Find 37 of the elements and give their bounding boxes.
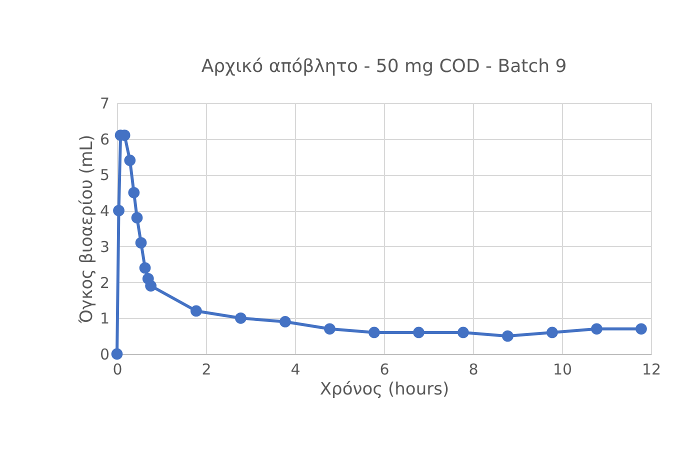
point — [324, 323, 336, 335]
point — [145, 280, 157, 292]
point — [128, 186, 140, 198]
point — [131, 212, 143, 224]
y-tick-label: 3 — [100, 238, 110, 256]
point — [413, 326, 424, 338]
y-tick-label: 0 — [100, 346, 110, 364]
x-axis-title: Χρόνος (hours) — [320, 380, 450, 400]
y-tick-label: 2 — [100, 274, 110, 292]
x-tick-label: 12 — [642, 360, 662, 378]
point — [124, 154, 136, 166]
y-tick-label: 5 — [100, 166, 110, 184]
y-tick-label: 6 — [100, 130, 110, 148]
point — [135, 237, 147, 249]
y-tick-label: 7 — [100, 94, 110, 112]
y-axis-title: Όγκος βιοαερίου (mL) — [76, 134, 97, 324]
point — [235, 312, 246, 324]
point — [546, 326, 558, 338]
x-tick-label: 8 — [468, 360, 478, 378]
y-tick-label: 4 — [100, 202, 110, 220]
x-tick-label: 0 — [112, 360, 122, 378]
x-tick-label: 6 — [380, 360, 390, 378]
point — [280, 316, 291, 328]
point — [111, 348, 123, 360]
x-tick-label: 4 — [290, 360, 300, 378]
y-tick-label: 1 — [100, 310, 110, 328]
point — [458, 326, 469, 338]
point — [139, 262, 151, 274]
point — [591, 323, 602, 335]
x-tick-label: 10 — [552, 360, 572, 378]
x-tick-label: 2 — [202, 360, 212, 378]
point — [636, 323, 647, 335]
chart-title: Αρχικό απόβλητο - 50 mg COD - Batch 9 — [201, 56, 567, 77]
point — [190, 305, 202, 317]
point — [368, 326, 380, 338]
point — [502, 330, 514, 342]
point — [113, 204, 124, 216]
